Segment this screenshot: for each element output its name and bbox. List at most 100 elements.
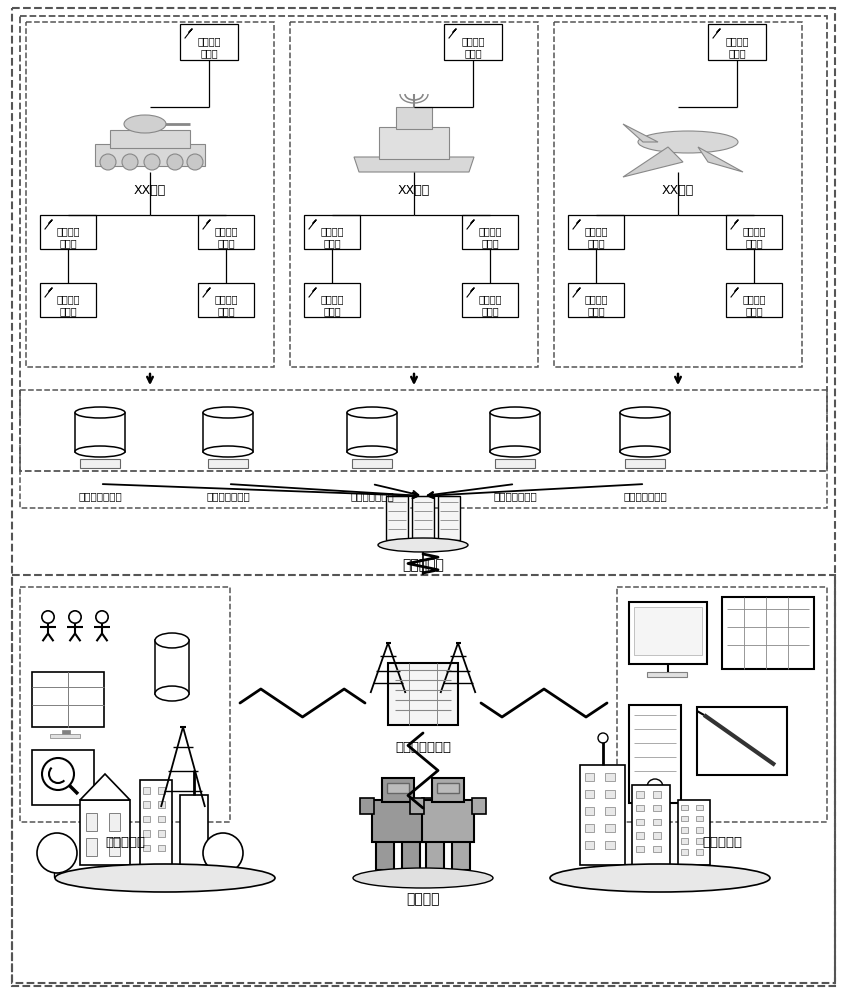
Bar [40, 283, 96, 317]
Bar [396, 107, 432, 129]
Bar [386, 496, 408, 540]
Bar [198, 283, 254, 317]
Bar [695, 849, 703, 855]
Bar [584, 790, 595, 798]
Bar [426, 840, 444, 870]
Bar [158, 816, 164, 822]
Bar [678, 800, 710, 865]
Bar [697, 707, 787, 775]
Bar [158, 845, 164, 851]
Text: 特种设备
传感器: 特种设备 传感器 [742, 226, 766, 248]
Bar [32, 672, 104, 727]
Bar [110, 130, 190, 148]
Circle shape [598, 733, 608, 743]
Circle shape [203, 833, 243, 873]
Bar [410, 798, 424, 814]
Bar [62, 730, 70, 734]
Bar [143, 845, 150, 851]
Text: 武器系统
传感器: 武器系统 传感器 [725, 36, 749, 58]
Bar [220, 865, 226, 877]
Ellipse shape [155, 633, 189, 648]
Bar [653, 805, 662, 811]
Bar [20, 390, 827, 508]
Ellipse shape [490, 407, 540, 418]
Bar [584, 824, 595, 832]
Bar [636, 846, 645, 852]
Text: 虚拟战场: 虚拟战场 [407, 892, 440, 906]
Text: 通信系统
传感器: 通信系统 传感器 [56, 294, 80, 316]
Polygon shape [623, 124, 658, 142]
Bar [80, 459, 120, 468]
Bar [681, 827, 689, 833]
Bar [50, 734, 80, 738]
Bar [412, 496, 434, 540]
Bar [444, 24, 502, 60]
Circle shape [122, 154, 138, 170]
Polygon shape [623, 147, 683, 177]
Bar [681, 816, 689, 821]
Ellipse shape [75, 407, 125, 418]
Bar [352, 459, 392, 468]
Bar [625, 459, 665, 468]
Bar [681, 849, 689, 855]
Text: 武器系统
传感器: 武器系统 传感器 [197, 36, 221, 58]
Text: 设备监测端: 设备监测端 [702, 836, 742, 849]
Bar [143, 787, 150, 794]
Bar [605, 790, 615, 798]
Text: 推进系统
传感器: 推进系统 传感器 [56, 226, 80, 248]
Bar [432, 778, 464, 802]
Bar [584, 807, 595, 815]
Circle shape [144, 154, 160, 170]
Bar [636, 832, 645, 839]
Ellipse shape [620, 446, 670, 457]
Bar [422, 798, 436, 814]
Bar [109, 813, 120, 831]
Bar [180, 24, 238, 60]
Bar [653, 791, 662, 798]
Bar [20, 587, 230, 822]
Ellipse shape [124, 115, 166, 133]
Bar [12, 575, 835, 983]
Text: 推进系统
传感器: 推进系统 传感器 [584, 226, 608, 248]
Bar [376, 840, 394, 870]
Text: 推进系统
传感器: 推进系统 传感器 [320, 226, 344, 248]
Text: 电气设备
传感器: 电气设备 传感器 [479, 294, 501, 316]
Bar [75, 412, 125, 452]
Bar [438, 496, 460, 540]
Bar [109, 838, 120, 856]
Bar [647, 672, 687, 677]
Bar [143, 801, 150, 808]
Bar [605, 824, 615, 832]
Ellipse shape [203, 446, 253, 457]
Ellipse shape [203, 407, 253, 418]
Bar [462, 215, 518, 249]
Circle shape [96, 611, 108, 623]
Circle shape [42, 758, 74, 790]
Bar [726, 283, 782, 317]
Text: 特种设备
传感器: 特种设备 传感器 [214, 226, 238, 248]
Circle shape [37, 833, 77, 873]
Text: 通信系统
传感器: 通信系统 传感器 [320, 294, 344, 316]
Bar [653, 819, 662, 825]
Bar [605, 841, 615, 849]
Bar [462, 283, 518, 317]
Circle shape [42, 611, 54, 623]
Ellipse shape [620, 407, 670, 418]
Bar [86, 813, 97, 831]
Bar [290, 22, 538, 367]
Bar [402, 840, 420, 870]
Bar [653, 832, 662, 839]
Ellipse shape [353, 868, 493, 888]
Text: 用户控制端: 用户控制端 [105, 836, 145, 849]
Text: 实时通信服务端: 实时通信服务端 [395, 741, 451, 754]
Bar [95, 144, 205, 166]
Bar [634, 607, 702, 655]
Bar [304, 215, 360, 249]
Bar [40, 215, 96, 249]
Bar [636, 805, 645, 811]
Bar [388, 663, 458, 725]
Bar [629, 602, 707, 664]
Bar [143, 816, 150, 822]
Bar [681, 838, 689, 844]
Bar [387, 783, 409, 793]
